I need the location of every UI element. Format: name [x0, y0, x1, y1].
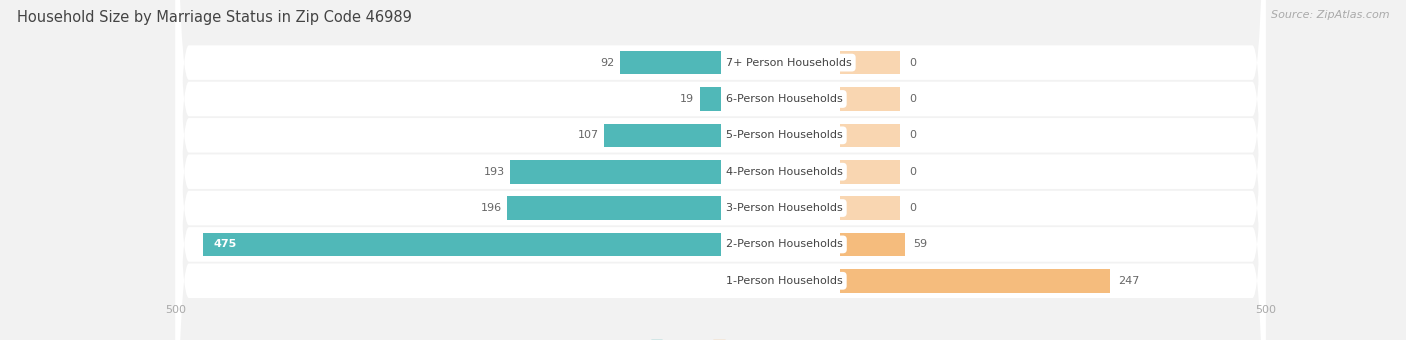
Text: 193: 193 — [484, 167, 505, 177]
Bar — [841, 87, 900, 111]
Bar — [605, 123, 721, 147]
Text: Source: ZipAtlas.com: Source: ZipAtlas.com — [1271, 10, 1389, 20]
Text: 196: 196 — [481, 203, 502, 213]
Text: 0: 0 — [910, 130, 917, 140]
Bar — [841, 233, 904, 256]
Text: 0: 0 — [910, 203, 917, 213]
Bar — [510, 160, 721, 184]
Legend: Family, Nonfamily: Family, Nonfamily — [647, 335, 794, 340]
Text: 247: 247 — [1118, 276, 1140, 286]
FancyBboxPatch shape — [176, 0, 1265, 340]
FancyBboxPatch shape — [176, 0, 1265, 340]
Bar — [841, 51, 900, 74]
Text: 59: 59 — [914, 239, 928, 250]
Text: 0: 0 — [910, 94, 917, 104]
Bar — [841, 160, 900, 184]
Text: 19: 19 — [681, 94, 695, 104]
Text: 92: 92 — [600, 57, 614, 68]
Bar — [620, 51, 721, 74]
Text: 4-Person Households: 4-Person Households — [725, 167, 844, 177]
Text: 107: 107 — [578, 130, 599, 140]
Text: 475: 475 — [214, 239, 238, 250]
Text: 6-Person Households: 6-Person Households — [725, 94, 842, 104]
Bar — [841, 123, 900, 147]
FancyBboxPatch shape — [176, 0, 1265, 340]
Text: 1-Person Households: 1-Person Households — [725, 276, 842, 286]
Text: 3-Person Households: 3-Person Households — [725, 203, 842, 213]
Bar — [700, 87, 721, 111]
Text: 0: 0 — [910, 167, 917, 177]
Text: 0: 0 — [910, 57, 917, 68]
FancyBboxPatch shape — [176, 0, 1265, 340]
Bar — [841, 269, 1109, 293]
Text: 7+ Person Households: 7+ Person Households — [725, 57, 852, 68]
FancyBboxPatch shape — [176, 0, 1265, 340]
Bar — [508, 196, 721, 220]
Text: 2-Person Households: 2-Person Households — [725, 239, 844, 250]
Bar — [202, 233, 721, 256]
Text: 5-Person Households: 5-Person Households — [725, 130, 842, 140]
FancyBboxPatch shape — [176, 0, 1265, 340]
Text: Household Size by Marriage Status in Zip Code 46989: Household Size by Marriage Status in Zip… — [17, 10, 412, 25]
FancyBboxPatch shape — [176, 0, 1265, 340]
Bar — [841, 196, 900, 220]
